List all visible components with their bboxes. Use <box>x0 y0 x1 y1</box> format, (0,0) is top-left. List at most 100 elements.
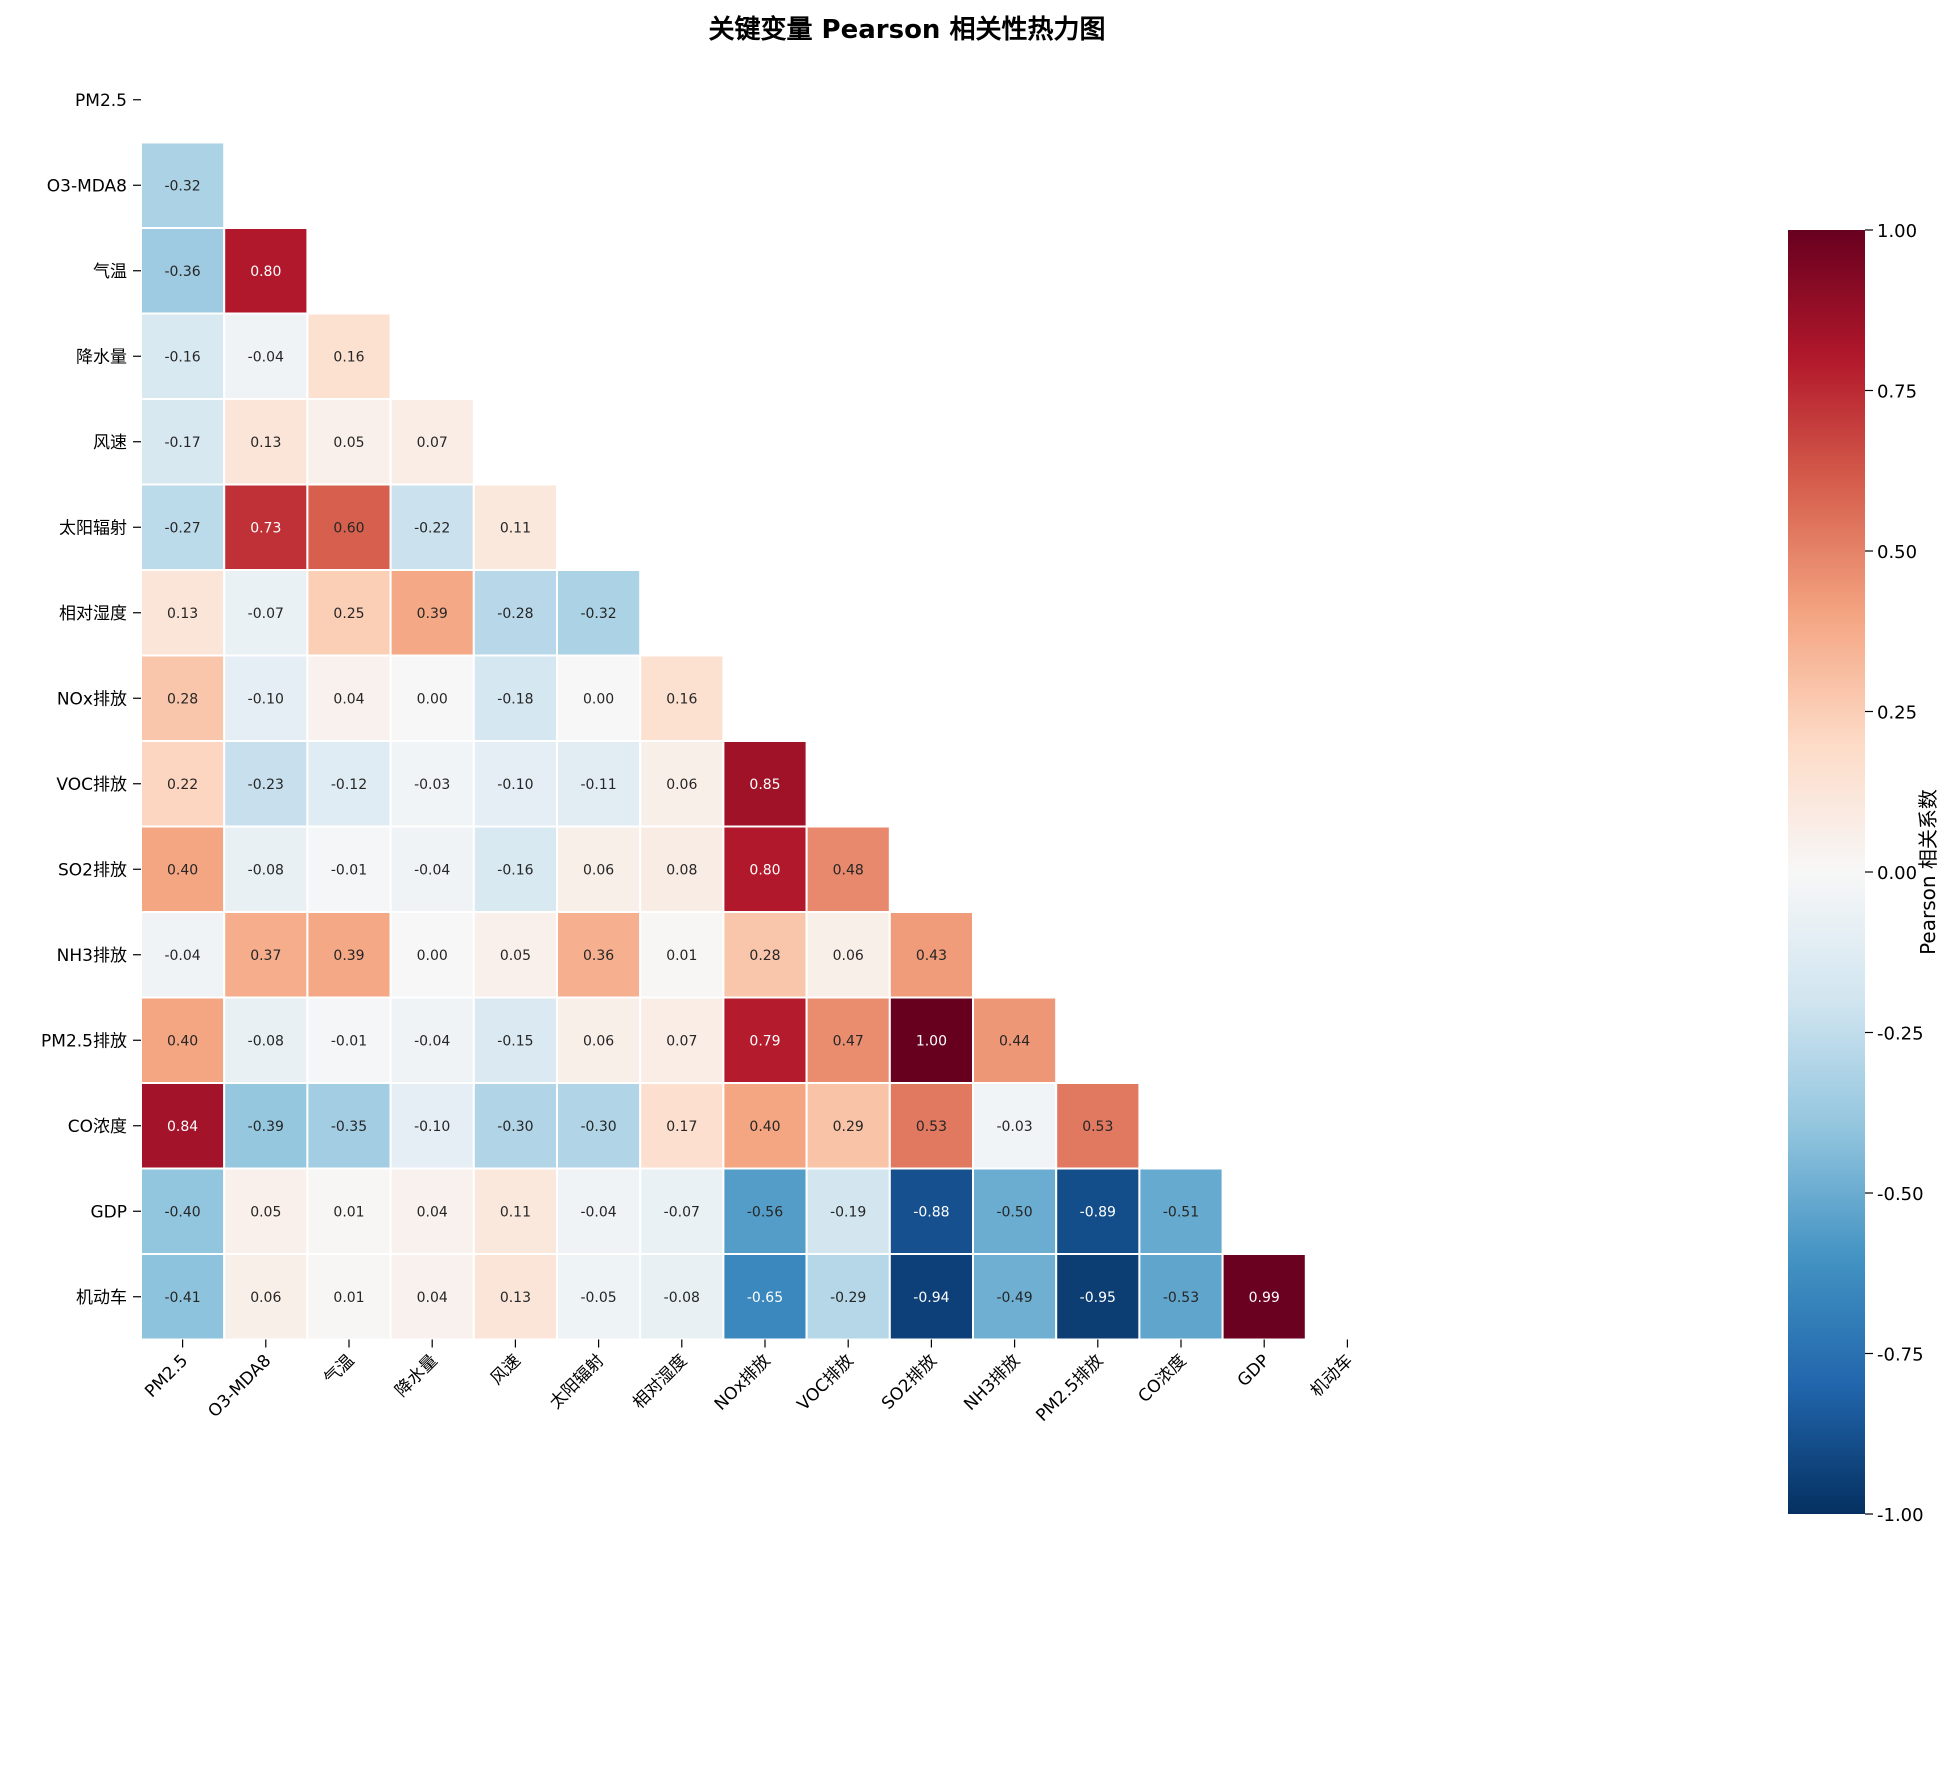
y-tick-label: NOx排放 <box>57 689 127 709</box>
heatmap-cell <box>140 825 226 913</box>
heatmap-cell <box>389 1167 475 1255</box>
cell-value-label: 0.84 <box>167 1119 198 1135</box>
cell-value-label: 0.44 <box>999 1033 1030 1049</box>
x-tick-label: 降水量 <box>392 1351 442 1401</box>
cell-value-label: -0.03 <box>996 1119 1032 1135</box>
cell-value-label: 0.36 <box>583 948 614 964</box>
heatmap-cell <box>140 654 226 742</box>
cell-value-label: -0.51 <box>1163 1204 1199 1220</box>
y-tick-label: 机动车 <box>76 1288 127 1308</box>
heatmap-cell <box>389 911 475 999</box>
cell-value-label: 0.05 <box>500 948 531 964</box>
cell-value-label: 0.16 <box>666 691 697 707</box>
cell-value-label: -0.18 <box>497 691 533 707</box>
heatmap-cell <box>972 1082 1058 1170</box>
cell-value-label: 0.11 <box>500 1204 531 1220</box>
cell-value-label: -0.53 <box>1163 1290 1199 1306</box>
cell-value-label: -0.04 <box>414 862 450 878</box>
heatmap-cell <box>306 740 392 828</box>
heatmap-cell <box>306 1167 392 1255</box>
cell-value-label: -0.17 <box>164 435 200 451</box>
cell-value-label: 0.99 <box>1249 1290 1280 1306</box>
cell-value-label: 0.04 <box>333 691 364 707</box>
cell-value-label: -0.03 <box>414 777 450 793</box>
heatmap-cell <box>140 911 226 999</box>
heatmap-cell <box>140 1082 226 1170</box>
heatmap-cell <box>306 1082 392 1170</box>
heatmap-cell <box>472 569 558 657</box>
cell-value-label: -0.10 <box>497 777 533 793</box>
colorbar-tick-label: 1.00 <box>1877 221 1917 242</box>
cell-value-label: -0.10 <box>248 691 284 707</box>
cell-value-label: 0.05 <box>333 435 364 451</box>
cell-value-label: 0.40 <box>167 862 198 878</box>
heatmap-cell <box>722 911 808 999</box>
heatmap-cell <box>389 1253 475 1341</box>
cell-value-label: 0.25 <box>333 606 364 622</box>
colorbar-tick-label: -0.25 <box>1877 1024 1924 1045</box>
heatmap-cell <box>472 1167 558 1255</box>
cell-value-label: 0.06 <box>583 1033 614 1049</box>
cell-value-label: 0.05 <box>250 1204 281 1220</box>
y-tick-label: 气温 <box>93 262 127 282</box>
heatmap-cell <box>639 1082 725 1170</box>
cell-value-label: 0.47 <box>833 1033 864 1049</box>
x-tick-label: VOC排放 <box>794 1351 858 1415</box>
colorbar: 1.00 0.75 0.50 0.25 0.00 -0.25 -0.50 -0.75 -1.00… <box>1788 221 1940 1526</box>
heatmap-cell <box>1055 1082 1141 1170</box>
cell-value-label: 0.08 <box>666 862 697 878</box>
cell-value-label: -0.41 <box>164 1290 200 1306</box>
cell-value-label: 0.60 <box>333 520 364 536</box>
heatmap-cell <box>888 1082 974 1170</box>
cell-value-label: 0.39 <box>333 948 364 964</box>
heatmap-cell <box>223 483 309 571</box>
cell-value-label: 0.13 <box>250 435 281 451</box>
y-tick-label: 太阳辐射 <box>59 518 127 538</box>
heatmap-cell <box>1221 1253 1307 1341</box>
colorbar-label: Pearson 相关系数 <box>1916 789 1940 955</box>
heatmap-cell <box>556 1082 642 1170</box>
x-tick-label: PM2.5 <box>141 1351 192 1402</box>
cell-value-label: -0.40 <box>164 1204 200 1220</box>
cell-value-label: 0.48 <box>833 862 864 878</box>
heatmap-cell <box>805 911 891 999</box>
cell-value-label: 0.39 <box>417 606 448 622</box>
heatmap-cell <box>972 1253 1058 1341</box>
heatmap-cell <box>389 483 475 571</box>
cell-value-label: 0.40 <box>749 1119 780 1135</box>
cell-value-label: -0.04 <box>248 349 284 365</box>
heatmap-cell <box>389 1082 475 1170</box>
cell-value-label: 0.04 <box>417 1204 448 1220</box>
cell-value-label: -0.95 <box>1080 1290 1116 1306</box>
heatmap-cell <box>389 825 475 913</box>
cell-value-label: -0.01 <box>331 862 367 878</box>
cell-value-label: 0.28 <box>167 691 198 707</box>
heatmap-cell <box>1138 1167 1224 1255</box>
cell-value-label: -0.16 <box>497 862 533 878</box>
cell-value-label: 0.06 <box>666 777 697 793</box>
cell-value-label: -0.08 <box>664 1290 700 1306</box>
heatmap-cell <box>223 911 309 999</box>
heatmap-cell <box>556 911 642 999</box>
cell-value-label: 0.53 <box>1082 1119 1113 1135</box>
y-tick-label: 相对湿度 <box>59 604 127 624</box>
cell-value-label: 0.43 <box>916 948 947 964</box>
heatmap-cell <box>639 1167 725 1255</box>
colorbar-tick-label: 0.50 <box>1877 542 1917 563</box>
cell-value-label: 0.22 <box>167 777 198 793</box>
heatmap-cell <box>389 569 475 657</box>
cell-value-label: 0.80 <box>250 264 281 280</box>
cell-value-label: -0.08 <box>248 1033 284 1049</box>
heatmap-cell <box>888 911 974 999</box>
colorbar-gradient <box>1788 230 1865 1514</box>
cell-value-label: -0.10 <box>414 1119 450 1135</box>
cell-value-label: -0.39 <box>248 1119 284 1135</box>
heatmap-cell <box>972 1167 1058 1255</box>
heatmap-cell <box>472 911 558 999</box>
cell-value-label: 0.06 <box>833 948 864 964</box>
cell-value-label: 0.16 <box>333 349 364 365</box>
heatmap-cell <box>140 227 226 315</box>
cell-value-label: -0.16 <box>164 349 200 365</box>
colorbar-tick-label: 0.00 <box>1877 863 1917 884</box>
